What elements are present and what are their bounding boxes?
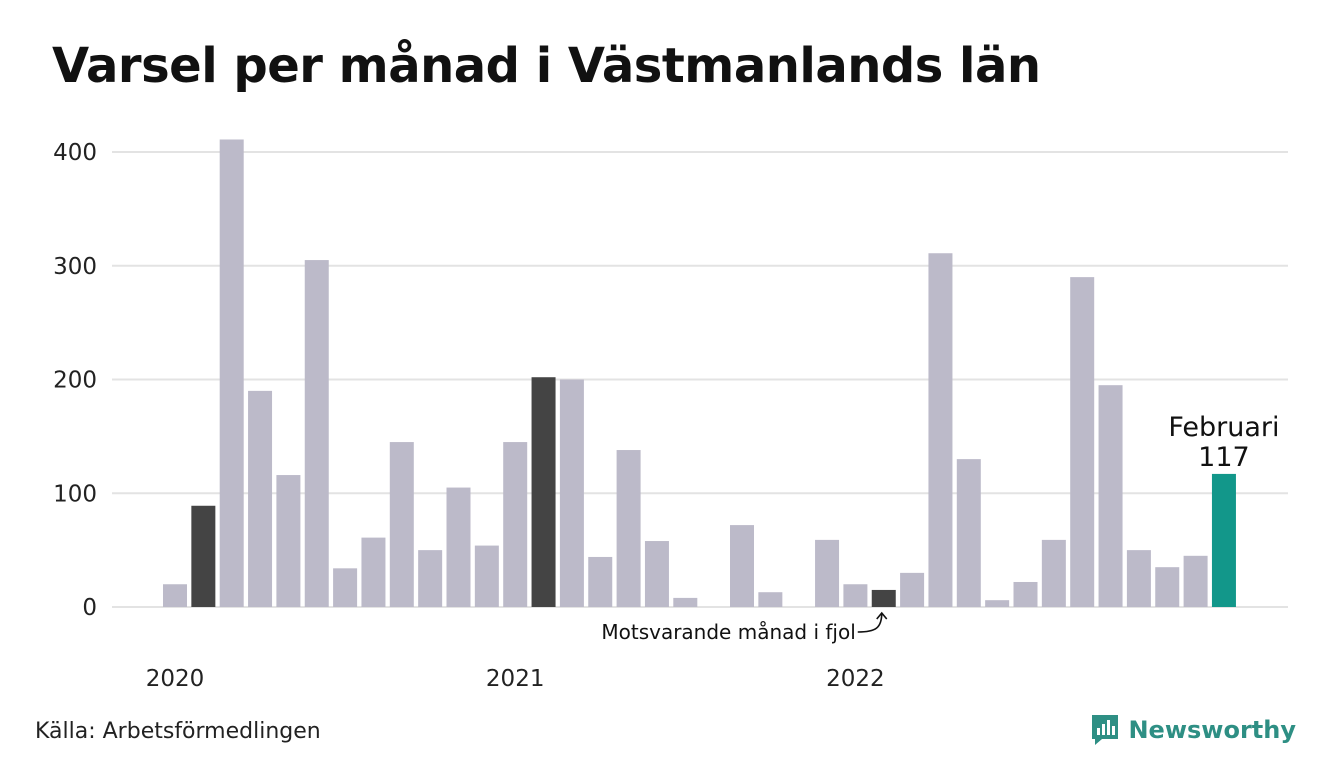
- bar: [1041, 539, 1066, 607]
- bar: [1183, 555, 1208, 607]
- bar: [900, 572, 925, 607]
- bar: [219, 139, 244, 608]
- y-tick-label: 400: [53, 140, 97, 166]
- bar: [673, 597, 698, 607]
- bar: [361, 537, 386, 607]
- x-tick-label: 2022: [826, 666, 885, 692]
- brand-logo: Newsworthy: [1090, 713, 1296, 747]
- y-axis-ticks: 0 100 200 300 400: [53, 140, 97, 621]
- highlight-month-label: Februari: [1168, 412, 1279, 443]
- bar: [503, 442, 528, 607]
- bar-comparison: [871, 589, 896, 607]
- bar: [843, 584, 868, 607]
- bar: [758, 592, 783, 607]
- x-tick-label: 2020: [146, 666, 205, 692]
- bar: [815, 539, 840, 607]
- bar: [559, 379, 584, 607]
- bar: [304, 260, 329, 607]
- bar: [730, 525, 754, 607]
- bar-comparison: [531, 377, 556, 607]
- bar: [644, 541, 669, 607]
- y-tick-label: 300: [53, 254, 97, 280]
- bar: [248, 390, 273, 607]
- bar: [1155, 567, 1180, 607]
- y-tick-label: 100: [53, 481, 97, 507]
- y-tick-label: 0: [82, 595, 97, 621]
- x-axis-year-labels: 2020 2021 2022: [146, 666, 885, 692]
- bar-highlight: [1211, 473, 1236, 607]
- bar: [1098, 385, 1123, 607]
- bar: [1126, 550, 1151, 607]
- bar: [1013, 581, 1038, 607]
- bar: [446, 487, 471, 607]
- bar: [333, 568, 358, 607]
- bars: [163, 139, 1236, 608]
- annotation-arrow-head: [876, 611, 888, 620]
- bar-comparison: [191, 505, 216, 607]
- annotation-arrow-line: [857, 612, 883, 633]
- bar: [389, 442, 414, 607]
- newsworthy-logo-icon: [1092, 715, 1119, 745]
- bar: [474, 545, 499, 607]
- bar: [276, 475, 301, 607]
- highlight-value-label: 117: [1198, 442, 1250, 473]
- bar: [928, 253, 953, 608]
- source-label: Källa: Arbetsförmedlingen: [35, 719, 321, 744]
- bar: [985, 600, 1010, 607]
- bar: [956, 459, 981, 607]
- bar: [418, 550, 443, 607]
- bar: [588, 556, 613, 607]
- y-tick-label: 200: [53, 368, 97, 394]
- chart-title: Varsel per månad i Västmanlands län: [52, 38, 1041, 94]
- bar: [616, 450, 641, 607]
- x-tick-label: 2021: [486, 666, 545, 692]
- bar: [1070, 277, 1095, 607]
- brand-name: Newsworthy: [1128, 716, 1296, 744]
- comparison-annotation-label: Motsvarande månad i fjol: [601, 620, 855, 644]
- bar: [163, 584, 187, 607]
